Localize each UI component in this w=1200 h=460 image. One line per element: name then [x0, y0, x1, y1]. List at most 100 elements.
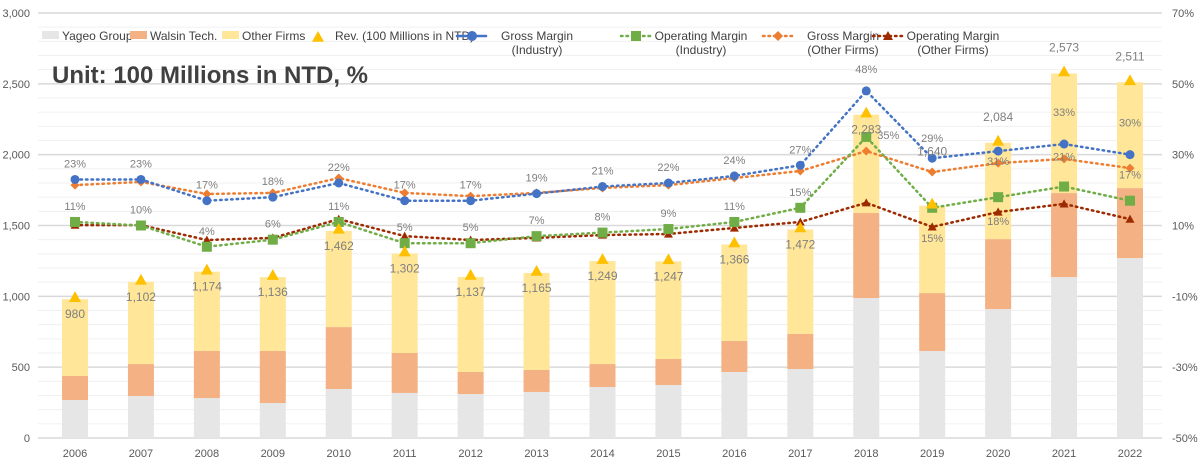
x-tick-label: 2008 — [195, 448, 219, 460]
bar-walsin-tech- — [127, 364, 154, 397]
gross-margin-industry-point — [334, 178, 344, 188]
gross-margin-industry-point — [729, 171, 739, 181]
revenue-point — [266, 269, 279, 280]
revenue-point — [926, 197, 939, 209]
operating-margin-industry-label: 18% — [987, 216, 1009, 228]
legend-label: (Other Firms) — [807, 43, 878, 57]
revenue-point — [728, 236, 741, 248]
x-tick-label: 2014 — [590, 448, 614, 460]
right-tick-label: -10% — [1172, 291, 1198, 303]
x-tick-label: 2016 — [722, 448, 746, 460]
bar-yageo-group — [1051, 277, 1078, 438]
bar-other-firms — [523, 272, 550, 370]
x-tick-label: 2007 — [129, 448, 153, 460]
bar-yageo-group — [523, 391, 550, 438]
gross-margin-industry-label: 22% — [328, 162, 350, 174]
operating-margin-industry-point — [135, 220, 146, 231]
bar-other-firms — [259, 277, 286, 352]
operating-margin-industry-point — [201, 241, 212, 252]
operating-margin-industry-label: 11% — [724, 201, 745, 213]
operating-margin-industry-label: 10% — [130, 205, 152, 217]
bar-walsin-tech- — [721, 340, 748, 372]
gross-margin-other-firms-point — [400, 188, 410, 198]
revenue-point — [992, 134, 1005, 146]
revenue-point — [794, 221, 807, 233]
left-tick-label: 3,000 — [2, 8, 30, 20]
gross-margin-industry-point — [532, 189, 542, 199]
legend-label: (Industry) — [512, 43, 563, 57]
operating-margin-industry-point — [729, 216, 740, 227]
gross-margin-industry-label: 17% — [460, 180, 482, 192]
bar-walsin-tech- — [325, 327, 352, 389]
revenue-label: 1,137 — [456, 285, 486, 299]
revenue-label: 2,573 — [1049, 40, 1079, 54]
revenue-label: 2,084 — [983, 110, 1013, 124]
bar-walsin-tech- — [523, 370, 550, 392]
gross-margin-industry-point — [400, 196, 410, 206]
gross-margin-industry-point — [1125, 150, 1135, 160]
operating-margin-industry-point — [795, 202, 806, 213]
bar-yageo-group — [325, 388, 352, 438]
bar-yageo-group — [721, 371, 748, 438]
chart-subtitle: Unit: 100 Millions in NTD, % — [52, 62, 368, 89]
bar-yageo-group — [457, 394, 484, 438]
revenue-label: 980 — [65, 307, 85, 321]
gross-margin-other-firms-point — [1125, 163, 1135, 173]
revenue-label: 2,283 — [851, 123, 881, 137]
bar-walsin-tech- — [62, 375, 88, 401]
bar-other-firms — [919, 205, 946, 294]
revenue-label: 1,102 — [126, 290, 156, 304]
bar-walsin-tech- — [655, 358, 682, 386]
operating-margin-industry-point — [70, 216, 80, 227]
gross-margin-industry-point — [466, 196, 476, 206]
left-tick-label: 1,500 — [2, 221, 30, 233]
gross-margin-industry-point — [1059, 139, 1069, 149]
revenue-point — [464, 268, 477, 280]
operating-margin-industry-label: 7% — [529, 215, 545, 227]
x-tick-label: 2006 — [63, 448, 87, 460]
gross-margin-industry-point — [70, 174, 80, 184]
bar-yageo-group — [853, 298, 880, 438]
revenue-label: 1,472 — [785, 237, 815, 251]
gross-margin-industry-label: 22% — [657, 162, 679, 174]
legend-label: Operating Margin — [907, 29, 1000, 43]
gross-margin-industry-label: 33% — [1053, 107, 1075, 119]
left-axis-ticks: 0 500 1,000 1,500 2,000 2,500 3,000 — [2, 8, 30, 445]
revenue-label: 1,462 — [324, 239, 354, 253]
operating-margin-industry-point — [267, 234, 278, 245]
gross-margin-industry-point — [202, 196, 212, 206]
gross-margin-industry-point — [927, 153, 937, 163]
gross-margin-industry-label: 19% — [526, 173, 548, 185]
operating-margin-industry-point — [993, 192, 1004, 203]
operating-margin-other-firms-point — [861, 198, 871, 207]
gross-margin-industry-label: 17% — [196, 180, 218, 192]
operating-margin-industry-label: 6% — [265, 219, 281, 231]
bar-walsin-tech- — [589, 364, 616, 387]
gross-margin-industry-label: 48% — [855, 64, 877, 76]
bar-other-firms — [1051, 73, 1078, 194]
x-tick-label: 2013 — [524, 448, 548, 460]
revenue-label: 1,136 — [258, 285, 288, 299]
operating-margin-other-firms-point — [202, 235, 212, 244]
bar-yageo-group — [919, 351, 946, 438]
bar-walsin-tech- — [193, 351, 220, 399]
right-axis-ticks: -50% -30% -10% 10% 30% 50% 70% — [1172, 8, 1198, 445]
legend-label: (Other Firms) — [917, 43, 988, 57]
bar-yageo-group — [193, 398, 220, 438]
revenue-label: 1,247 — [653, 269, 683, 283]
data-labels: 980 1,102 1,174 1,136 1,462 1,302 1,137 1,165 1,… — [64, 40, 1145, 321]
x-tick-label: 2012 — [458, 448, 482, 460]
x-tick-label: 2017 — [788, 448, 812, 460]
bar-other-firms — [853, 114, 880, 214]
operating-margin-industry-label: 5% — [463, 222, 479, 234]
gross-margin-industry-label: 18% — [262, 176, 284, 188]
gross-margin-industry-label: 23% — [64, 158, 86, 170]
revenue-label: 1,302 — [390, 262, 420, 276]
operating-margin-other-firms-point — [1125, 214, 1135, 223]
right-tick-label: -50% — [1172, 433, 1198, 445]
legend-label: (Industry) — [676, 43, 727, 57]
bar-walsin-tech- — [787, 334, 814, 370]
x-tick-label: 2011 — [393, 448, 417, 460]
right-tick-label: 30% — [1172, 150, 1194, 162]
